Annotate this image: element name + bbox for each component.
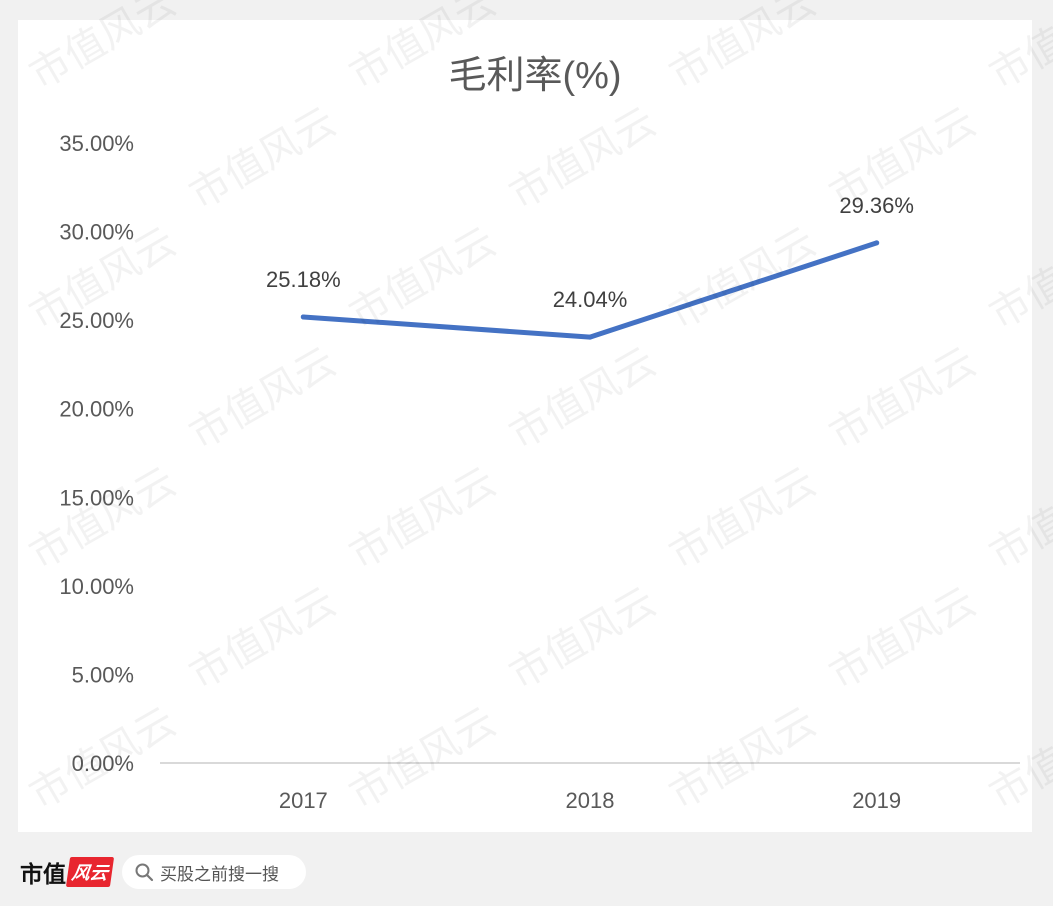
data-label: 29.36% [839,193,914,218]
data-point [874,240,880,246]
y-tick-label: 35.00% [59,131,134,156]
brand-logo: 市值 风云 [20,855,115,889]
x-tick-label: 2018 [566,788,615,813]
brand-badge: 风云 [65,857,115,887]
data-labels: 25.18% 24.04% 29.36% [266,193,914,312]
data-point [587,334,593,340]
data-point [300,314,306,320]
y-tick-label: 25.00% [59,308,134,333]
data-label: 25.18% [266,267,341,292]
y-tick-label: 15.00% [59,485,134,510]
series-group [300,240,880,340]
chart-title: 毛利率(%) [448,55,621,97]
search-box[interactable]: 买股之前搜一搜 [122,855,306,889]
x-axis-ticks: 2017 2018 2019 [279,788,901,813]
y-tick-label: 10.00% [59,574,134,599]
x-tick-label: 2019 [852,788,901,813]
search-icon [135,863,154,882]
chart-card: 毛利率(%) 0.00% 5.00% 10.00% 15.00% 20.00% 25.00… [18,20,1032,832]
footer: 市值 风云 买股之前搜一搜 [20,852,306,892]
data-label: 24.04% [553,287,628,312]
y-axis-ticks: 0.00% 5.00% 10.00% 15.00% 20.00% 25.00% 30.00%… [59,131,134,776]
line-chart: 毛利率(%) 0.00% 5.00% 10.00% 15.00% 20.00% 25.00… [59,55,1020,813]
search-placeholder: 买股之前搜一搜 [160,864,279,885]
y-tick-label: 5.00% [72,662,134,687]
brand-name: 市值 [20,861,66,888]
y-tick-label: 20.00% [59,397,134,422]
y-tick-label: 30.00% [59,220,134,245]
x-tick-label: 2017 [279,788,328,813]
y-tick-label: 0.00% [72,751,134,776]
